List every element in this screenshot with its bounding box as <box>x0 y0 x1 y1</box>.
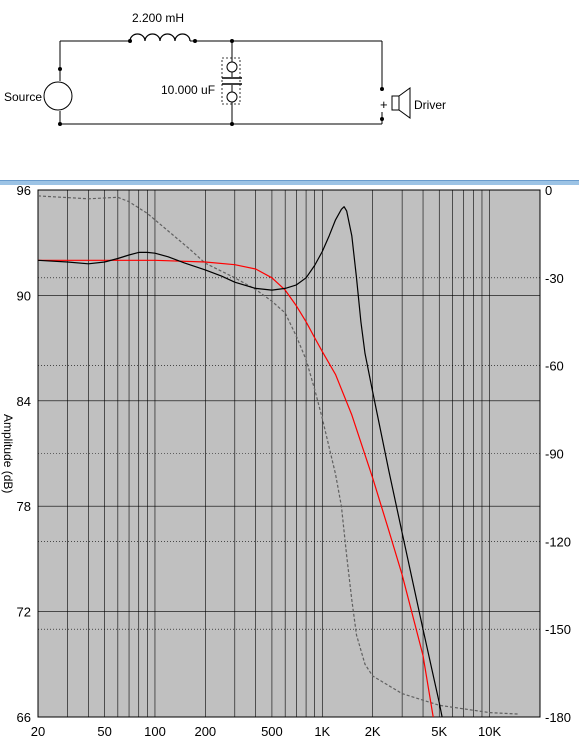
speaker-magnet <box>391 95 400 111</box>
separator-bar <box>0 180 579 185</box>
series-line-0 <box>37 206 443 718</box>
series-layer <box>37 195 520 718</box>
y-right-tick-label: -180 <box>545 710 571 725</box>
x-tick-label: 5K <box>431 724 447 739</box>
x-tick-label: 100 <box>144 724 166 739</box>
y-left-axis-label: Amplitude (dB) <box>1 414 15 493</box>
x-tick-label: 500 <box>261 724 283 739</box>
y-gridlines <box>38 189 540 718</box>
node-dot <box>193 39 197 43</box>
x-tick-label: 2K <box>365 724 381 739</box>
y-right-tick-label: -150 <box>545 622 571 637</box>
y-right-tick-label: -30 <box>545 271 564 286</box>
y-left-tick-label: 84 <box>17 394 31 409</box>
y-left-tick-label: 96 <box>17 184 31 198</box>
y-right-tick-label: -60 <box>545 359 564 374</box>
y-left-tick-label: 72 <box>17 605 31 620</box>
node-dot <box>58 67 62 71</box>
node-dot <box>128 39 132 43</box>
driver-label: Driver <box>414 98 446 112</box>
y-left-tick-labels: 66 72 78 84 90 96 <box>17 184 31 725</box>
x-tick-label: 10K <box>478 724 501 739</box>
speaker-cone-icon <box>398 87 411 119</box>
inductor-label: 2.200 mH <box>132 11 184 25</box>
y-right-tick-label: 0 <box>545 184 552 198</box>
inductor-symbol <box>129 33 191 42</box>
crossover-schematic: 2.200 mH Source 10.000 uF + Driver <box>4 11 446 126</box>
x-tick-label: 20 <box>31 724 45 739</box>
x-tick-labels: 20 50 100 200 500 1K 2K 5K 10K <box>31 724 502 739</box>
y-right-tick-label: -90 <box>545 447 564 462</box>
capacitor-terminal <box>226 91 238 103</box>
y-left-tick-label: 78 <box>17 499 31 514</box>
series-line-1 <box>38 259 434 718</box>
y-right-tick-label: -120 <box>545 534 571 549</box>
x-tick-label: 1K <box>314 724 330 739</box>
capacitor-label: 10.000 uF <box>161 83 215 97</box>
plot-area <box>37 189 541 718</box>
y-left-tick-label: 66 <box>17 710 31 725</box>
x-tick-label: 200 <box>194 724 216 739</box>
capacitor-outline <box>221 57 241 105</box>
y-right-tick-labels: 0 -30 -60 -90 -120 -150 -180 <box>545 184 571 725</box>
driver-polarity: + <box>380 97 388 112</box>
source-symbol <box>43 81 73 111</box>
frequency-response-chart: 20 50 100 200 500 1K 2K 5K 10K 66 72 78 84 90 96 0 -30… <box>1 184 571 739</box>
x-tick-label: 50 <box>97 724 111 739</box>
capacitor-terminal <box>226 61 238 73</box>
series-line-2 <box>37 195 520 715</box>
node-dot <box>380 87 384 91</box>
source-label: Source <box>4 90 42 104</box>
node-dot <box>380 117 384 121</box>
y-left-tick-label: 90 <box>17 288 31 303</box>
